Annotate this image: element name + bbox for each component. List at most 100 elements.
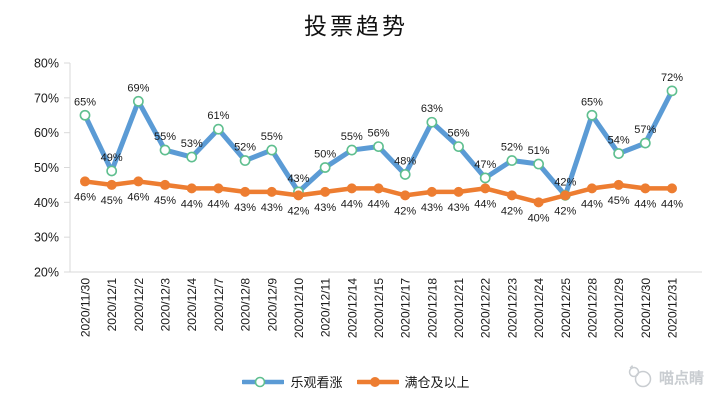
y-axis-label: 80% (34, 57, 59, 71)
legend-line-solid-circle-icon (356, 376, 399, 387)
y-axis-label: 20% (34, 266, 59, 280)
data-point (426, 186, 437, 197)
data-label: 65% (74, 96, 96, 108)
data-point (399, 169, 411, 180)
data-label: 55% (261, 131, 283, 143)
watermark-text: 喵点睛 (658, 369, 704, 387)
data-point (506, 190, 517, 201)
data-label: 42% (394, 205, 416, 217)
x-axis-label: 2020/12/2 (132, 278, 146, 332)
data-label: 44% (474, 198, 496, 210)
x-axis-label: 2020/12/23 (505, 278, 519, 338)
x-axis-label: 2020/12/21 (452, 278, 466, 338)
x-axis-label: 2020/12/3 (159, 278, 173, 332)
data-label: 42% (287, 205, 309, 217)
y-axis-label: 40% (34, 196, 59, 210)
data-label: 56% (367, 128, 389, 140)
data-point (586, 183, 597, 194)
data-point (506, 155, 518, 166)
data-point (533, 197, 544, 208)
data-point (106, 179, 117, 190)
data-label: 44% (207, 198, 229, 210)
data-point (453, 186, 464, 197)
data-label: 47% (474, 159, 496, 171)
data-label: 53% (181, 138, 203, 150)
x-axis-label: 2020/12/1 (105, 278, 119, 332)
data-label: 44% (634, 198, 656, 210)
data-label: 44% (181, 198, 203, 210)
data-point (426, 116, 438, 128)
data-point (373, 183, 384, 194)
x-axis-label: 2020/12/29 (612, 278, 626, 338)
x-axis-label: 2020/12/28 (585, 278, 599, 338)
data-label: 43% (421, 202, 443, 214)
data-point (640, 183, 651, 194)
watermark: 喵点睛 (625, 364, 704, 390)
data-point (533, 158, 544, 170)
x-axis-label: 2020/12/18 (425, 278, 439, 338)
data-point (613, 148, 625, 159)
data-label: 44% (661, 198, 683, 210)
y-axis-label: 70% (34, 91, 59, 105)
data-label: 55% (341, 131, 363, 143)
y-axis-label: 30% (34, 231, 59, 245)
data-label: 56% (448, 128, 470, 140)
data-point (480, 183, 491, 194)
data-label: 63% (421, 103, 443, 115)
data-point (239, 155, 251, 166)
data-point (293, 190, 304, 201)
legend-label: 乐观看涨 (290, 375, 343, 390)
data-label: 43% (314, 202, 336, 214)
data-point (186, 151, 198, 163)
data-label: 57% (634, 124, 656, 136)
x-axis-label: 2020/12/25 (559, 278, 573, 338)
data-point (319, 162, 331, 173)
data-label: 61% (207, 110, 229, 122)
x-axis-label: 2020/12/14 (345, 278, 359, 338)
data-label: 42% (554, 205, 576, 217)
data-label: 72% (661, 72, 683, 84)
x-axis-label: 2020/12/8 (239, 278, 253, 332)
data-point (586, 109, 598, 121)
data-point (667, 183, 677, 194)
data-point (613, 179, 624, 190)
data-label: 55% (154, 131, 176, 143)
y-axis-label: 60% (34, 126, 59, 140)
data-point (240, 186, 251, 197)
data-label: 45% (101, 195, 123, 207)
data-label: 42% (554, 176, 576, 188)
chart-legend: 乐观看涨 满仓及以上 (0, 372, 712, 391)
x-axis-label: 2020/12/24 (532, 278, 546, 338)
data-label: 46% (74, 191, 96, 203)
x-axis-label: 2020/12/31 (666, 278, 680, 338)
data-point (666, 85, 678, 97)
data-point (479, 172, 491, 184)
data-point (132, 95, 144, 107)
data-label: 51% (528, 145, 550, 157)
x-axis-label: 2020/12/4 (185, 278, 199, 332)
y-axis-label: 50% (34, 161, 59, 175)
legend-item-optimistic: 乐观看涨 (242, 372, 343, 391)
data-point (560, 190, 571, 201)
data-label: 43% (234, 202, 256, 214)
data-label: 46% (127, 191, 149, 203)
data-label: 43% (448, 202, 470, 214)
data-label: 52% (501, 142, 523, 154)
data-label: 50% (314, 149, 336, 161)
legend-item-full-position: 满仓及以上 (356, 372, 470, 391)
x-axis-label: 2020/12/17 (399, 278, 413, 338)
data-point (213, 183, 224, 194)
data-point (106, 165, 118, 177)
data-point (213, 123, 224, 135)
data-label: 45% (608, 195, 630, 207)
x-axis-label: 2020/12/22 (479, 278, 493, 338)
x-axis-label: 2020/12/7 (212, 278, 226, 332)
data-label: 43% (287, 173, 309, 185)
data-point (80, 176, 90, 187)
data-point (346, 144, 358, 156)
data-point (266, 186, 277, 197)
data-point (186, 183, 197, 194)
data-point (639, 137, 651, 149)
legend-label: 满仓及以上 (404, 375, 470, 390)
data-point (453, 141, 464, 152)
